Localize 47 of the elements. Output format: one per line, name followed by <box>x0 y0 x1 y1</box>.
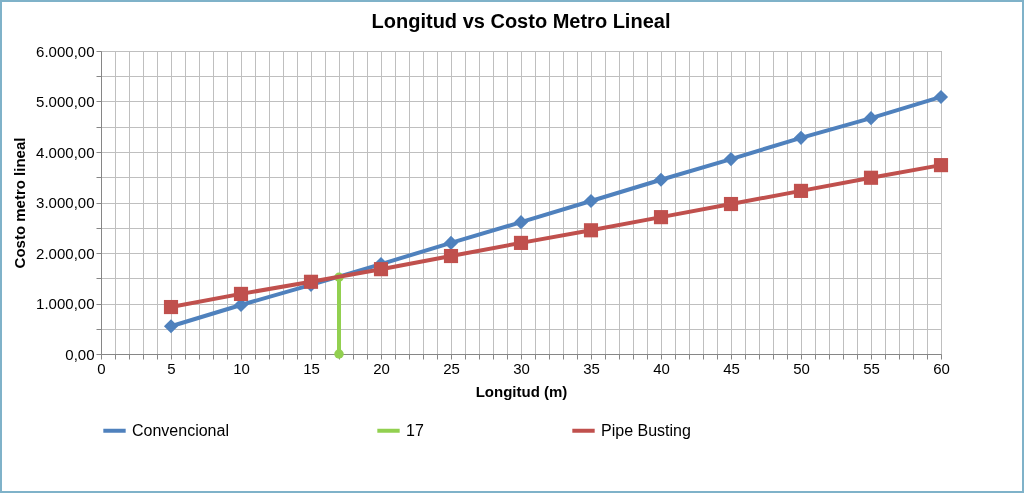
y-tick-label: 1.000,00 <box>36 295 95 312</box>
point <box>723 196 739 212</box>
y-tick-label: 4.000,00 <box>36 143 95 161</box>
y-tick-label: 3.000,00 <box>36 194 95 211</box>
point <box>163 299 179 315</box>
point <box>793 130 809 145</box>
x-tick-label: 0 <box>97 359 106 377</box>
point <box>863 170 879 185</box>
y-tick-label: 6.000,00 <box>36 42 95 60</box>
legend-label: Pipe Busting <box>601 421 691 439</box>
legend-label: 17 <box>406 421 424 439</box>
x-tick-label: 45 <box>723 359 740 377</box>
point <box>513 215 529 230</box>
point <box>443 248 459 264</box>
y-tick-label: 5.000,00 <box>36 93 95 110</box>
x-tick-label: 60 <box>933 359 950 377</box>
point <box>163 319 179 334</box>
x-tick-label: 15 <box>303 359 320 377</box>
x-tick-label: 5 <box>167 359 176 377</box>
y-axis-title: Costo metro lineal <box>11 137 29 269</box>
point <box>373 262 389 277</box>
point <box>933 158 949 173</box>
y-tick-label: 2.000,00 <box>36 244 95 262</box>
x-tick-label: 30 <box>513 359 530 377</box>
point <box>723 152 739 167</box>
point <box>334 349 344 359</box>
x-tick-label: 50 <box>793 359 810 377</box>
point <box>443 235 459 250</box>
point <box>933 89 949 105</box>
point <box>863 111 879 126</box>
x-tick-label: 10 <box>233 359 250 377</box>
x-tick-label: 35 <box>583 359 600 377</box>
point <box>653 210 669 225</box>
x-tick-label: 25 <box>443 359 460 377</box>
point <box>793 183 809 198</box>
point <box>233 286 249 301</box>
point <box>583 223 599 238</box>
legend-label: Convencional <box>132 421 229 439</box>
point <box>653 172 669 187</box>
x-tick-label: 40 <box>653 359 670 377</box>
y-tick-label: 0,00 <box>65 345 95 363</box>
chart-title: Longitud vs Costo Metro Lineal <box>371 10 671 32</box>
x-tick-label: 55 <box>863 359 880 377</box>
point <box>513 235 529 250</box>
x-axis-title: Longitud (m) <box>475 382 568 400</box>
point <box>583 193 599 209</box>
x-tick-label: 20 <box>373 359 390 377</box>
